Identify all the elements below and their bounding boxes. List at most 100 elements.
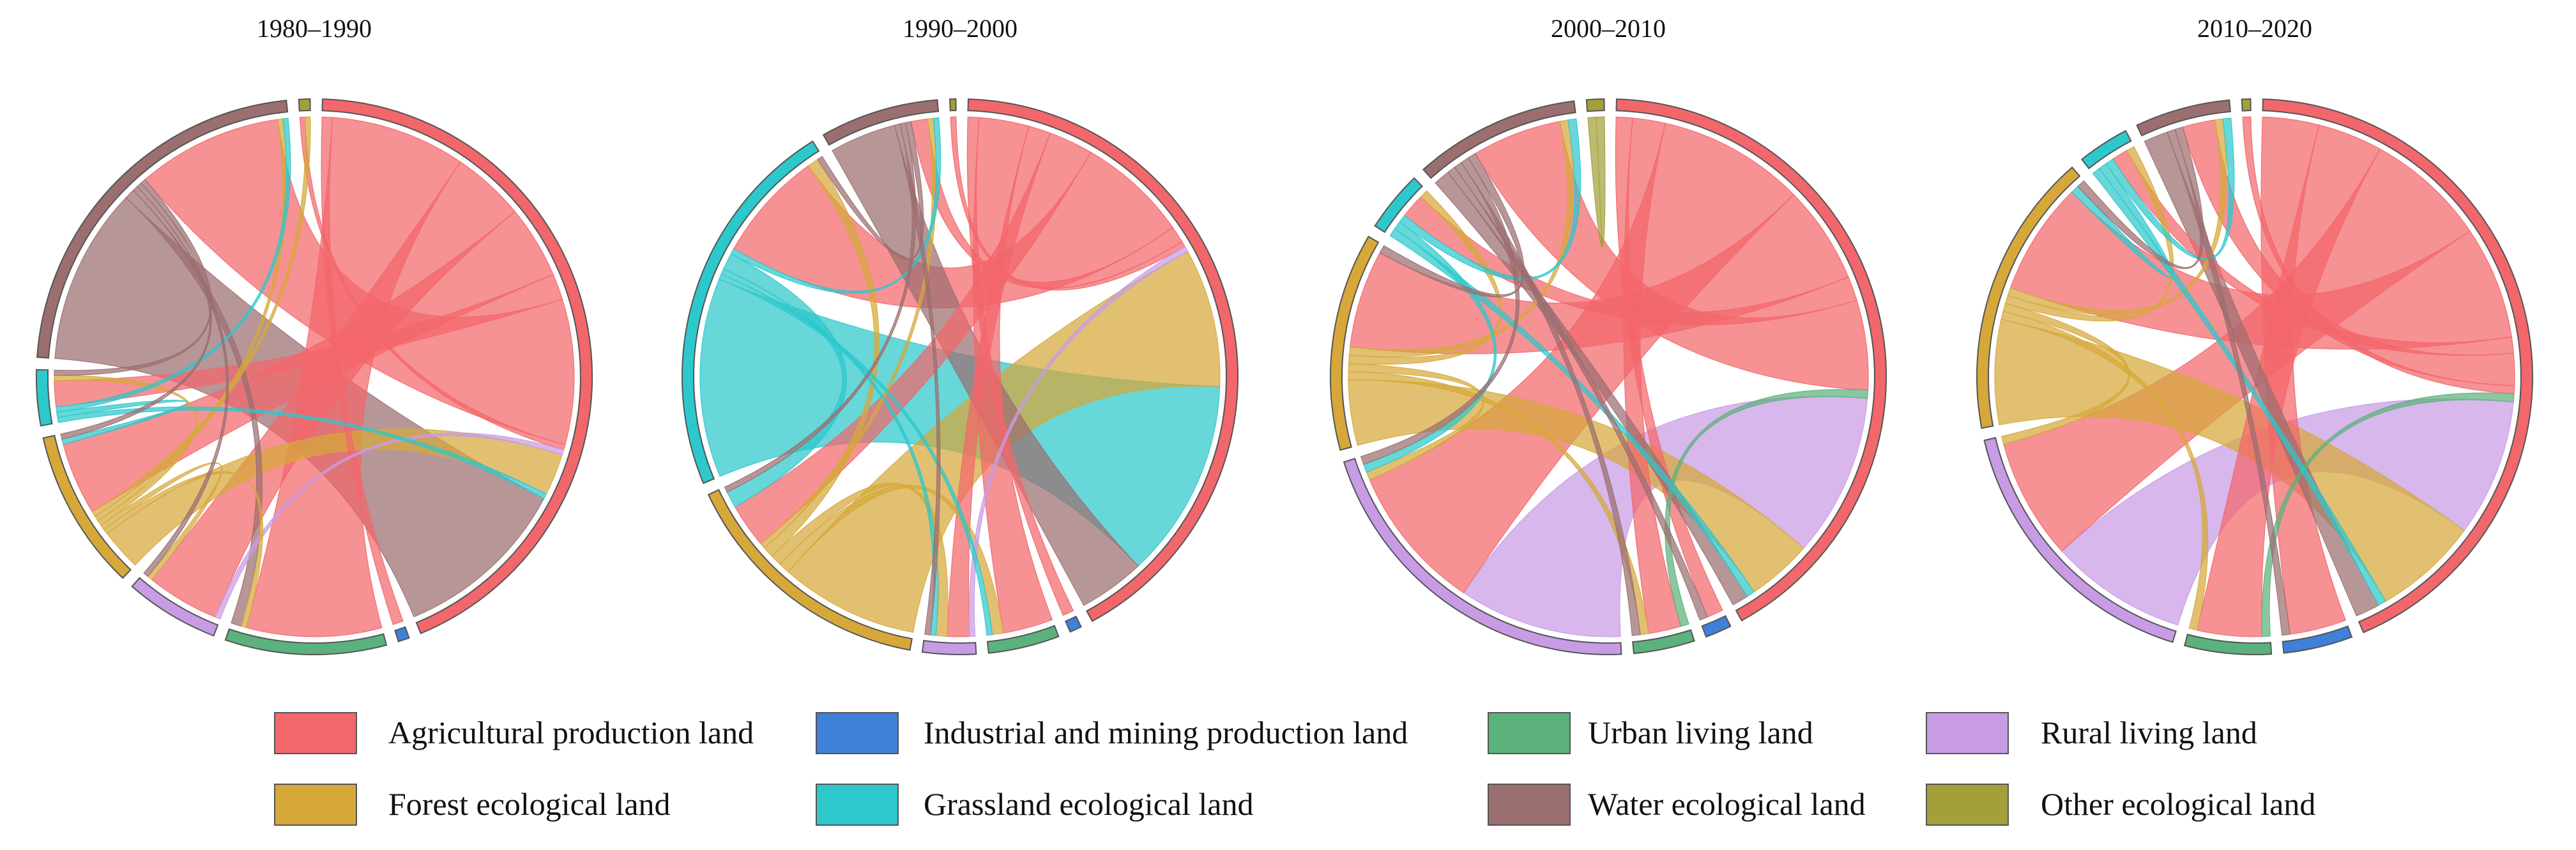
chord-ribbon	[950, 116, 1186, 291]
chord-ribbon	[2001, 303, 2130, 445]
chord-panel-4: 2010–2020	[1976, 14, 2533, 655]
chord-group-arc	[1374, 177, 1424, 233]
chord-group-arc	[2282, 625, 2353, 654]
chord-ribbon	[2261, 392, 2515, 637]
legend-label: Grassland ecological land	[924, 786, 1253, 822]
chord-group-arc	[967, 98, 1239, 622]
legend-item: Water ecological land	[1488, 784, 1866, 826]
chord-ribbon	[2071, 163, 2174, 278]
chord-ribbon	[321, 116, 404, 625]
chord-group-arc	[1701, 615, 1732, 638]
chord-ribbon	[2007, 118, 2227, 315]
chord-ribbon	[103, 471, 264, 628]
legend: Agricultural production land Industrial …	[274, 712, 2315, 826]
chord-ribbon	[215, 432, 565, 620]
legend-swatch	[816, 712, 899, 754]
legend-label: Forest ecological land	[388, 786, 671, 822]
legend-swatch	[1488, 784, 1571, 826]
panel-title: 1980–1990	[257, 14, 372, 43]
legend-label: Rural living land	[2041, 715, 2257, 750]
chord-ribbon	[779, 484, 1004, 635]
chord-ribbon	[56, 399, 188, 445]
chord-panel-2: 1990–2000	[681, 14, 1239, 655]
legend-item: Other ecological land	[1926, 784, 2315, 826]
legend-item: Agricultural production land	[274, 712, 754, 754]
chord-ribbon	[966, 116, 1074, 616]
chord-ribbon	[720, 268, 939, 636]
legend-item: Industrial and mining production land	[816, 712, 1408, 754]
chord-group-arc	[36, 100, 289, 359]
chord-group-arc	[42, 434, 132, 579]
chord-ribbon	[1348, 363, 1484, 481]
chord-group-arc	[1422, 100, 1576, 179]
chord-ribbon	[2105, 118, 2235, 261]
chord-group-arc	[707, 489, 913, 651]
chord-group-arc	[224, 628, 388, 656]
chord-ribbon	[56, 118, 291, 413]
chord-group-arc	[2241, 98, 2252, 112]
chord-group-arc	[2136, 99, 2231, 137]
chord-ribbon	[1348, 190, 1502, 365]
legend-swatch	[274, 784, 357, 826]
legend-label: Water ecological land	[1588, 786, 1866, 822]
chord-ribbon	[299, 116, 566, 451]
chord-ribbon	[722, 253, 847, 508]
panel-title: 1990–2000	[903, 14, 1017, 43]
chord-ribbon	[2242, 116, 2515, 395]
chord-group-arc	[2262, 98, 2533, 634]
chord-ribbon	[894, 123, 941, 635]
legend-item: Urban living land	[1488, 712, 1813, 754]
chord-group-arc	[394, 626, 410, 642]
chord-group-arc	[1632, 629, 1695, 655]
ribbon-layer	[699, 116, 1221, 637]
chord-ribbon	[1348, 371, 1649, 635]
chord-ribbon	[730, 117, 941, 294]
chord-ribbon	[91, 116, 311, 517]
panel-title: 2010–2020	[2197, 14, 2312, 43]
legend-item: Forest ecological land	[274, 784, 671, 826]
chord-ribbon	[724, 122, 917, 493]
chord-ribbon	[2004, 146, 2174, 322]
legend-label: Industrial and mining production land	[924, 715, 1408, 750]
chord-ribbon	[1363, 221, 1497, 473]
chord-ribbon	[771, 482, 949, 637]
chord-group-arc	[1976, 166, 2081, 429]
legend-swatch	[1926, 712, 2009, 754]
chord-ribbon	[1615, 116, 1723, 618]
ribbon-layer	[1348, 116, 1869, 637]
chord-group-arc	[681, 140, 820, 485]
chord-group-arc	[1615, 98, 1887, 622]
legend-item: Grassland ecological land	[816, 784, 1253, 826]
chord-group-arc	[298, 98, 311, 112]
legend-item: Rural living land	[1926, 712, 2257, 754]
chord-ribbon	[2077, 126, 2204, 269]
chord-group-arc	[949, 98, 957, 112]
chord-group-arc	[321, 98, 593, 635]
legend-swatch	[1488, 712, 1571, 754]
chord-group-arc	[1330, 236, 1380, 452]
chord-ribbon	[2001, 310, 2209, 631]
chord-group-arc	[1585, 98, 1605, 112]
legend-swatch	[274, 712, 357, 754]
chord-group-arc	[1983, 437, 2177, 643]
legend-swatch	[816, 784, 899, 826]
chord-group-arc	[822, 99, 940, 146]
chord-group-arc	[921, 639, 977, 655]
chord-ribbon	[1348, 119, 1574, 358]
chord-ribbon	[1587, 116, 1606, 248]
legend-label: Agricultural production land	[388, 715, 754, 750]
chord-group-arc	[2080, 130, 2132, 170]
chord-ribbon	[54, 179, 213, 376]
chord-panel-1: 1980–1990	[35, 14, 593, 656]
legend-label: Other ecological land	[2041, 786, 2315, 822]
chord-ribbon	[1665, 389, 1869, 627]
chord-ribbon	[57, 406, 547, 499]
chord-group-arc	[2183, 634, 2273, 655]
chord-group-arc	[986, 625, 1060, 654]
chord-group-arc	[35, 368, 53, 427]
chord-ribbon	[1454, 162, 1641, 636]
chord-ribbon	[1360, 157, 1520, 465]
chord-group-arc	[131, 577, 219, 637]
legend-label: Urban living land	[1588, 715, 1813, 750]
